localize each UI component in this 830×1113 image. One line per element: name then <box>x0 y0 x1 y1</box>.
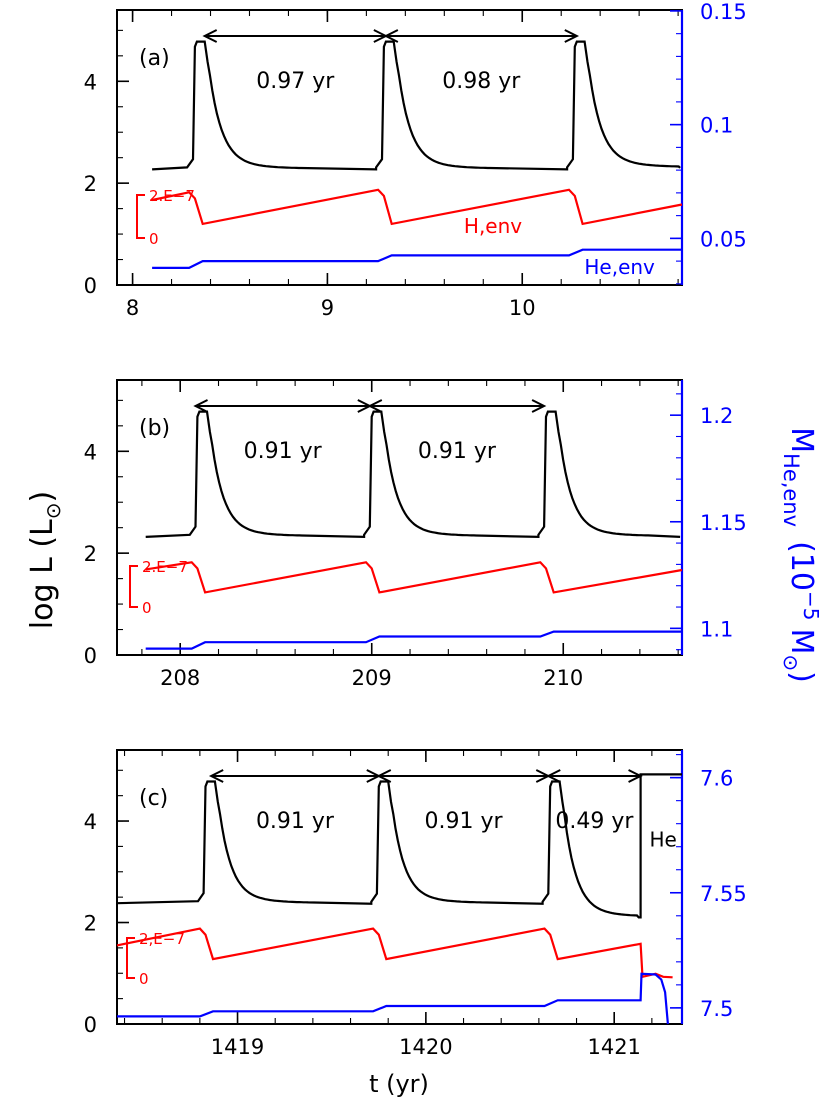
interval-arrow-head-left <box>367 399 383 413</box>
y-tick-label: 4 <box>84 440 97 464</box>
panel-label: (c) <box>139 786 168 811</box>
interval-label: 0.49 yr <box>555 809 634 834</box>
x-tick-label: 10 <box>509 296 536 320</box>
y-tick-label: 0 <box>84 644 97 668</box>
luminosity-line <box>145 410 681 539</box>
scale-bar <box>129 565 138 608</box>
hydrogen-envelope-line <box>145 561 683 594</box>
interval-arrow-head-right <box>531 399 547 413</box>
y2-tick-label: 7.55 <box>700 882 747 906</box>
interval-arrow-head-right <box>628 769 643 783</box>
scale-bar-bottom-label: 0 <box>139 970 149 988</box>
he-env-series-label: He,env <box>584 255 655 279</box>
interval-arrow-head-left <box>383 29 399 43</box>
helium-envelope-line <box>117 972 669 1025</box>
y2-tick-label: 1.15 <box>700 511 747 535</box>
y2-tick-label: 1.1 <box>700 617 733 641</box>
y2-tick-label: 0.15 <box>700 0 747 24</box>
helium-envelope-line <box>145 630 682 650</box>
plot-frame <box>116 9 683 286</box>
x-tick-label: 210 <box>543 666 583 690</box>
y2-tick-label: 1.2 <box>700 404 733 428</box>
interval-label: 0.91 yr <box>256 809 335 834</box>
y2-tick-label: 0.05 <box>700 227 747 251</box>
helium-envelope-line <box>152 248 682 269</box>
scale-bar <box>136 194 145 239</box>
scale-bar-top-label: 2.E−7 <box>149 187 195 205</box>
x-tick-label: 209 <box>352 666 392 690</box>
y-tick-label: 0 <box>84 274 97 298</box>
scale-bar-bottom-label: 0 <box>142 599 152 617</box>
interval-arrow-head-right <box>564 29 580 43</box>
y2-tick-label: 7.5 <box>700 997 733 1021</box>
scale-bar-bottom-label: 0 <box>149 230 159 248</box>
interval-arrow-head-left <box>193 399 208 413</box>
interval-arrow-head-left <box>208 769 224 783</box>
interval-label: 0.98 yr <box>442 69 521 94</box>
plot-frame <box>116 379 683 656</box>
shared-y-axis-label: log L (L⊙) <box>25 491 65 629</box>
luminosity-line <box>116 773 682 919</box>
scale-bar-top-label: 2.E−7 <box>142 558 188 576</box>
scale-bar-top-label: 2,E−7 <box>139 930 185 948</box>
interval-label: 0.91 yr <box>425 809 504 834</box>
y-tick-label: 2 <box>84 912 97 936</box>
panel-b: 208 209 210 0 2 4 1.1 1.15 1.2 (b) 0.91 yr 0.91 yr 2… <box>84 379 747 690</box>
hydrogen-envelope-line <box>151 188 683 226</box>
interval-label: 0.91 yr <box>418 439 497 464</box>
helium-flash-label: He <box>649 827 676 851</box>
interval-arrow-head-left <box>546 769 561 783</box>
scale-bar <box>126 937 135 979</box>
y2-tick-label: 7.6 <box>700 767 733 791</box>
interval-label: 0.97 yr <box>256 69 335 94</box>
plot-frame <box>116 749 683 1025</box>
y-tick-label: 2 <box>84 542 97 566</box>
y2-tick-label: 0.1 <box>700 114 733 138</box>
x-tick-label: 8 <box>126 296 139 320</box>
right-y-axis-label: MHe,env(10−5M⊙) <box>779 427 823 683</box>
x-tick-label: 1419 <box>211 1035 264 1059</box>
x-tick-label: 1421 <box>587 1035 640 1059</box>
luminosity-line <box>152 40 681 171</box>
h-env-series-label: H,env <box>464 214 522 238</box>
y-tick-label: 4 <box>84 70 97 94</box>
interval-label: 0.91 yr <box>244 439 323 464</box>
y-tick-label: 4 <box>84 810 97 834</box>
panel-label: (b) <box>139 416 170 441</box>
shared-x-axis-label: t (yr) <box>369 1070 429 1098</box>
panel-label: (a) <box>139 46 170 71</box>
hydrogen-envelope-line <box>116 927 673 979</box>
panel-c: 1419 1420 1421 0 2 4 7.5 7.55 7.6 (c) 0.91 yr 0.91 … <box>84 749 747 1059</box>
x-tick-label: 9 <box>321 296 334 320</box>
panel-a: 8 9 10 0 2 4 0.05 0.1 0.15 (a) 0.97 yr 0.98 yr 2.E−7… <box>84 0 747 320</box>
x-tick-label: 1420 <box>399 1035 452 1059</box>
y-tick-label: 0 <box>84 1013 97 1037</box>
x-tick-label: 208 <box>160 666 200 690</box>
y-tick-label: 2 <box>84 172 97 196</box>
interval-arrow-head-left <box>376 769 392 783</box>
interval-arrow-head-left <box>202 29 218 43</box>
